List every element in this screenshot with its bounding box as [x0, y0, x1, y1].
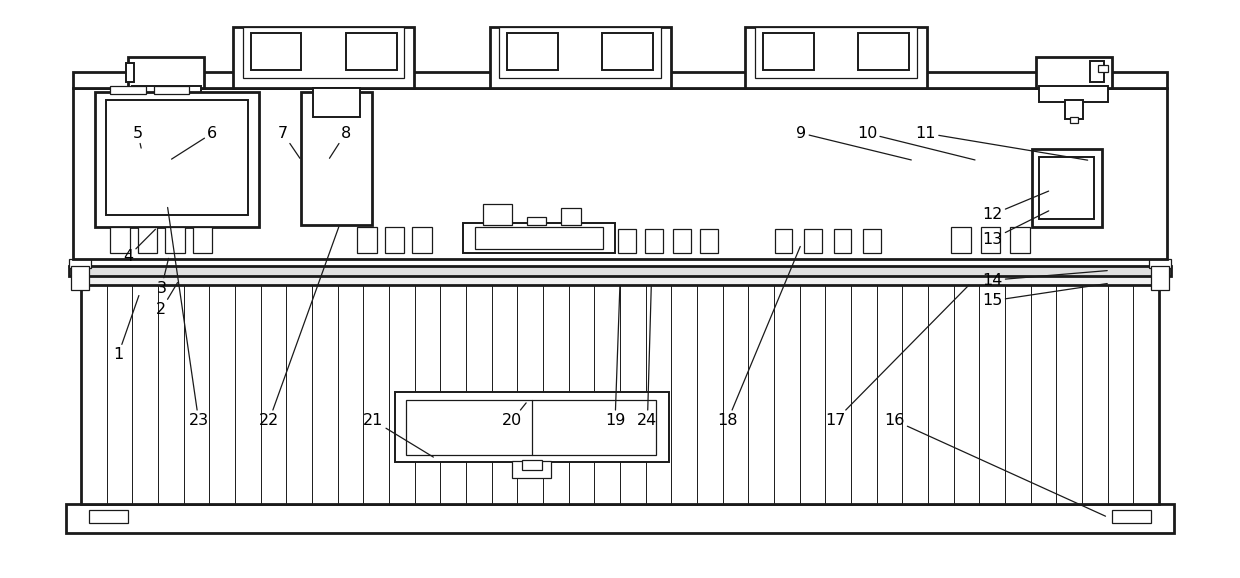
Text: 4: 4 — [123, 229, 155, 264]
Bar — [833, 229, 852, 253]
Bar — [71, 266, 89, 290]
Bar — [527, 217, 547, 225]
Text: 2: 2 — [156, 283, 177, 317]
Text: 16: 16 — [884, 413, 1106, 516]
Text: 19: 19 — [605, 286, 625, 428]
Bar — [162, 117, 170, 123]
Text: 3: 3 — [156, 258, 169, 295]
Bar — [110, 227, 130, 253]
Text: 20: 20 — [502, 403, 526, 428]
Bar — [89, 509, 128, 523]
Bar — [1035, 57, 1112, 88]
Bar — [128, 57, 205, 88]
Bar — [981, 227, 1001, 253]
Bar — [357, 227, 377, 253]
Bar — [126, 62, 134, 82]
Bar — [763, 33, 813, 71]
Text: 12: 12 — [982, 191, 1049, 222]
Text: 8: 8 — [330, 125, 351, 158]
Bar — [507, 33, 558, 71]
Text: 9: 9 — [796, 125, 911, 160]
Text: 11: 11 — [915, 125, 1087, 160]
Bar — [475, 227, 604, 249]
Bar — [1039, 86, 1109, 102]
Bar — [1011, 227, 1029, 253]
Bar — [233, 27, 414, 88]
Text: 24: 24 — [637, 286, 657, 428]
Bar — [73, 72, 1167, 88]
Text: 5: 5 — [133, 125, 143, 148]
Bar — [1099, 65, 1109, 72]
Bar — [618, 229, 636, 253]
Bar — [250, 33, 301, 71]
Bar — [1032, 149, 1102, 227]
Bar — [73, 275, 1167, 285]
Bar — [314, 88, 361, 117]
Bar — [110, 86, 145, 94]
Bar — [858, 33, 909, 71]
Bar — [1112, 509, 1151, 523]
Bar — [755, 27, 916, 78]
Bar — [94, 92, 259, 227]
Bar — [562, 208, 580, 225]
Bar — [1065, 100, 1083, 120]
Bar — [775, 229, 792, 253]
Bar — [138, 227, 157, 253]
Bar — [951, 227, 971, 253]
Bar — [154, 86, 188, 94]
Bar — [490, 27, 671, 88]
Bar — [701, 229, 718, 253]
Bar — [107, 100, 248, 216]
Bar — [1149, 258, 1171, 268]
Bar — [522, 461, 542, 470]
Bar — [512, 461, 552, 478]
Bar — [482, 203, 512, 225]
Bar — [346, 33, 397, 71]
Text: 13: 13 — [982, 211, 1049, 247]
Text: 10: 10 — [857, 125, 975, 160]
Text: 21: 21 — [363, 413, 434, 457]
Bar — [384, 227, 404, 253]
Bar — [69, 258, 91, 268]
Bar — [66, 503, 1174, 533]
Text: 22: 22 — [259, 227, 339, 428]
Text: 15: 15 — [982, 284, 1107, 308]
Bar — [1151, 266, 1169, 290]
Bar — [745, 27, 926, 88]
Text: 18: 18 — [718, 246, 800, 428]
Bar — [673, 229, 691, 253]
Bar — [407, 400, 656, 455]
Text: 23: 23 — [167, 208, 208, 428]
Bar — [131, 86, 201, 102]
Bar — [863, 229, 880, 253]
Bar — [81, 280, 1159, 503]
Bar — [157, 100, 175, 120]
Bar — [1039, 157, 1095, 220]
Bar — [1070, 117, 1078, 123]
Bar — [500, 27, 661, 78]
Bar — [192, 227, 212, 253]
Bar — [165, 227, 185, 253]
Bar — [603, 33, 653, 71]
Bar — [805, 229, 822, 253]
Bar — [73, 88, 1167, 258]
Bar — [464, 223, 615, 253]
Text: 7: 7 — [278, 125, 300, 158]
Text: 6: 6 — [171, 125, 217, 159]
Bar — [243, 27, 404, 78]
Bar — [646, 229, 663, 253]
Bar — [301, 92, 372, 225]
Text: 1: 1 — [113, 295, 139, 362]
Bar — [394, 392, 670, 462]
Text: 17: 17 — [826, 285, 968, 428]
Bar — [69, 266, 1171, 276]
Bar — [412, 227, 432, 253]
Bar — [1090, 61, 1104, 82]
Text: 14: 14 — [982, 271, 1107, 288]
